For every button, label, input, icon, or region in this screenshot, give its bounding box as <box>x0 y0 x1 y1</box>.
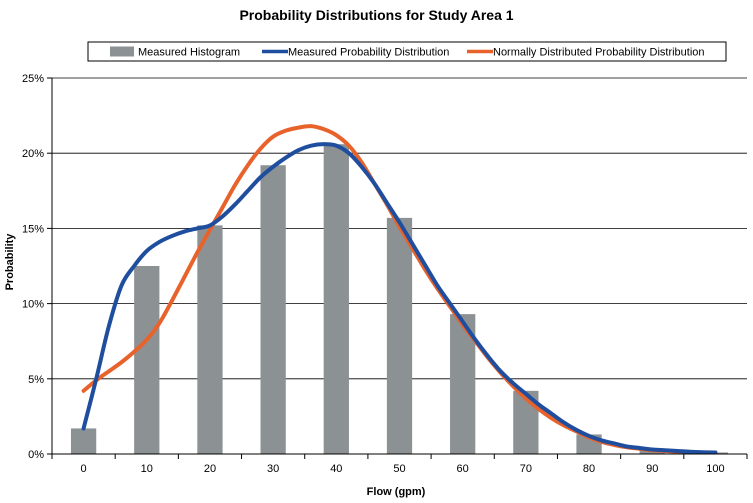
y-axis-label: Probability <box>4 233 16 291</box>
legend-label-histogram: Measured Histogram <box>138 47 240 59</box>
x-tick-label-30: 30 <box>267 463 279 475</box>
x-tick-labels: 0 10 20 30 40 50 60 70 80 90 100 <box>81 463 725 475</box>
x-axis-label: Flow (gpm) <box>367 486 426 498</box>
x-tick-label-80: 80 <box>583 463 595 475</box>
legend-swatch-histogram <box>110 46 134 57</box>
histogram-bars <box>70 144 729 454</box>
legend-label-normal-distribution: Normally Distributed Probability Distrib… <box>493 47 705 59</box>
x-tick-label-0: 0 <box>81 463 87 475</box>
axes <box>47 77 748 459</box>
histogram-bar-50 <box>386 217 413 454</box>
measured-distribution-line <box>81 142 718 455</box>
y-tick-label-1: 5% <box>28 374 44 386</box>
x-tick-label-20: 20 <box>204 463 216 475</box>
distribution-lines <box>81 124 718 455</box>
x-tick-label-90: 90 <box>646 463 658 475</box>
histogram-bar-20 <box>197 225 223 454</box>
legend: Measured Histogram Measured Probability … <box>87 41 727 62</box>
x-tick-label-100: 100 <box>706 463 724 475</box>
y-tick-label-5: 25% <box>22 73 44 85</box>
histogram-bar-10 <box>134 266 160 454</box>
x-tick-label-60: 60 <box>457 463 469 475</box>
histogram-bar-30 <box>260 165 286 454</box>
y-tick-labels: 0% 5% 10% 15% 20% 25% <box>22 73 44 461</box>
y-tick-label-3: 15% <box>22 223 44 235</box>
histogram-bar-40 <box>323 144 349 454</box>
y-tick-label-2: 10% <box>22 299 44 311</box>
legend-box <box>87 41 727 62</box>
x-tick-label-70: 70 <box>520 463 532 475</box>
y-tick-label-0: 0% <box>28 449 44 461</box>
histogram-bar-0 <box>70 428 97 454</box>
chart-title: Probability Distributions for Study Area… <box>239 7 513 23</box>
x-tick-label-50: 50 <box>393 463 405 475</box>
y-tick-label-4: 20% <box>22 148 44 160</box>
x-tick-label-10: 10 <box>141 463 153 475</box>
x-tick-label-40: 40 <box>330 463 342 475</box>
legend-label-measured-distribution: Measured Probability Distribution <box>288 47 449 59</box>
